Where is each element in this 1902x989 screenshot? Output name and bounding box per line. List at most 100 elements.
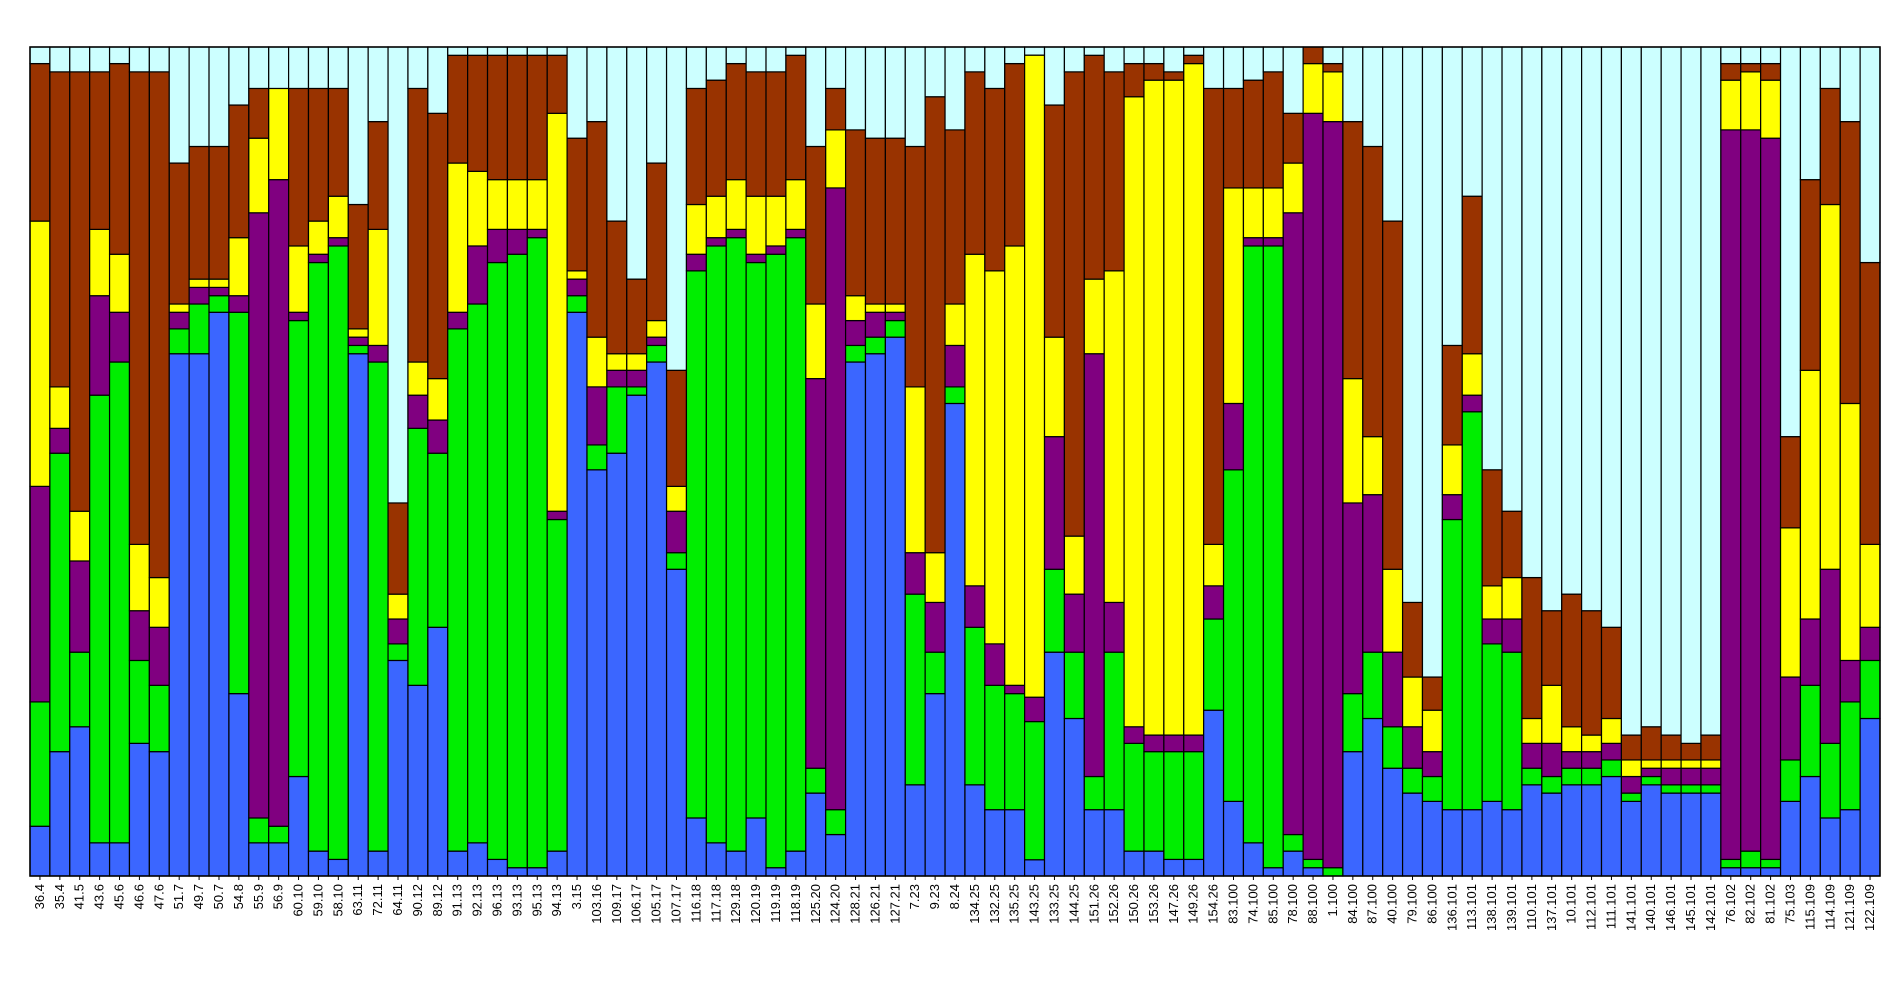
x-tick-label: 79.100	[1405, 884, 1420, 924]
bar-103.16	[586, 46, 608, 877]
bar-segment-purple	[1481, 618, 1503, 645]
bar-segment-purple	[1541, 742, 1563, 778]
bar-51.7	[168, 46, 190, 877]
bar-segment-cyan	[646, 46, 668, 164]
bar-segment-purple	[1004, 684, 1026, 695]
bar-segment-purple	[486, 228, 509, 264]
bar-segment-yellow	[1322, 71, 1344, 123]
bar-segment-brown	[765, 71, 787, 197]
bar-segment-green	[1501, 651, 1523, 811]
bar-segment-cyan	[1163, 46, 1185, 73]
bar-segment-green	[1640, 775, 1662, 786]
bar-segment-purple	[646, 336, 668, 347]
bar-segment-purple	[1083, 353, 1105, 778]
bar-segment-cyan	[49, 46, 71, 73]
bar-segment-green	[347, 344, 369, 355]
bar-segment-purple	[1839, 659, 1861, 703]
bar-segment-yellow	[626, 353, 648, 371]
bar-segment-purple	[29, 485, 51, 703]
bar-153.26	[1143, 46, 1165, 877]
bar-segment-blue	[685, 817, 707, 877]
bar-segment-cyan	[228, 46, 250, 106]
bar-segment-cyan	[1441, 46, 1463, 347]
bar-segment-green	[1183, 751, 1205, 861]
bar-segment-green	[1461, 411, 1483, 811]
bar-segment-green	[1222, 469, 1245, 802]
bar-segment-purple	[1203, 585, 1225, 620]
bar-segment-brown	[1063, 71, 1085, 537]
bar-segment-cyan	[1740, 46, 1762, 65]
bar-segment-cyan	[1322, 46, 1344, 65]
bar-segment-purple	[49, 427, 71, 454]
x-tick-label: 138.101	[1484, 884, 1499, 931]
bar-segment-brown	[626, 278, 648, 355]
bar-40.100	[1382, 46, 1404, 877]
bar-segment-brown	[785, 54, 807, 181]
bar-134.25	[964, 46, 986, 877]
bar-segment-yellow	[427, 378, 449, 421]
bar-segment-blue	[367, 850, 389, 877]
bar-segment-blue	[1859, 717, 1881, 877]
bar-segment-blue	[1660, 792, 1682, 877]
x-tick-label: 58.10	[330, 884, 345, 917]
bar-segment-blue	[1421, 800, 1443, 877]
bar-segment-cyan	[1859, 46, 1881, 264]
bar-segment-cyan	[1203, 46, 1225, 90]
bar-segment-yellow	[1819, 203, 1841, 570]
bar-segment-green	[387, 643, 409, 662]
x-tick-label: 103.16	[589, 884, 604, 924]
bar-segment-blue	[964, 784, 986, 877]
bar-segment-blue	[1819, 817, 1841, 877]
bar-segment-blue	[1541, 792, 1563, 877]
bar-54.8	[228, 46, 250, 877]
bar-91.13	[447, 46, 469, 877]
bar-segment-blue	[606, 452, 628, 877]
bar-segment-yellow	[1302, 62, 1324, 114]
x-tick-label: 51.7	[171, 884, 186, 909]
bar-segment-brown	[566, 137, 588, 272]
bar-segment-green	[89, 394, 111, 844]
bar-152.26	[1103, 46, 1125, 877]
bar-segment-green	[1600, 759, 1623, 778]
bar-segment-cyan	[168, 46, 190, 164]
bar-segment-purple	[1501, 618, 1523, 653]
bar-segment-purple	[884, 311, 906, 322]
bar-segment-green	[765, 253, 787, 869]
bar-segment-blue	[69, 726, 91, 877]
bar-segment-green	[1262, 245, 1284, 869]
bar-segment-yellow	[1103, 270, 1125, 604]
bar-segment-cyan	[1401, 46, 1424, 604]
bar-segment-brown	[1043, 104, 1066, 338]
bar-112.101	[1581, 46, 1603, 877]
bar-segment-green	[1859, 659, 1881, 720]
bar-segment-yellow	[1501, 576, 1523, 620]
bar-segment-purple	[228, 295, 250, 313]
bar-segment-brown	[1660, 734, 1682, 761]
bar-segment-purple	[566, 278, 588, 297]
bar-segment-brown	[486, 54, 509, 181]
bar-segment-yellow	[367, 228, 389, 347]
bar-segment-blue	[108, 842, 131, 877]
bar-segment-cyan	[944, 46, 966, 131]
bar-79.100	[1401, 46, 1424, 877]
bar-segment-brown	[447, 54, 469, 164]
bar-segment-purple	[745, 253, 767, 264]
bar-segment-brown	[1103, 71, 1125, 272]
bar-segment-brown	[1859, 261, 1881, 545]
bar-93.13	[506, 46, 528, 877]
bar-segment-yellow	[1660, 759, 1682, 769]
bar-segment-blue	[904, 784, 926, 877]
bar-segment-yellow	[1720, 79, 1742, 131]
bar-segment-purple	[1441, 494, 1463, 521]
bar-46.6	[128, 46, 150, 877]
bar-segment-cyan	[1222, 46, 1245, 90]
bar-segment-blue	[765, 867, 787, 877]
bar-89.12	[427, 46, 449, 877]
bar-segment-brown	[1541, 610, 1563, 686]
bar-segment-yellow	[347, 328, 369, 338]
bar-segment-blue	[1242, 842, 1264, 877]
bar-segment-green	[944, 386, 966, 405]
bar-segment-blue	[128, 742, 150, 877]
x-tick-label: 46.6	[131, 884, 146, 909]
bar-segment-yellow	[1123, 96, 1145, 728]
